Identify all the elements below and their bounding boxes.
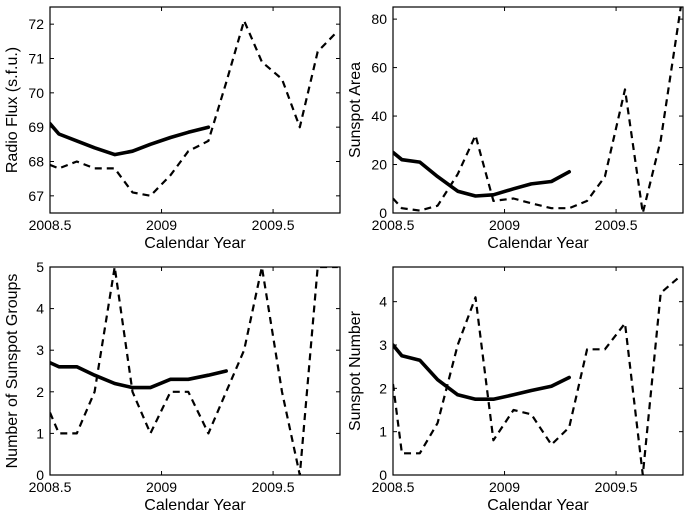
x-tick-label: 2008.5 — [372, 479, 415, 495]
y-tick-label: 70 — [28, 85, 44, 101]
y-tick-label: 0 — [379, 467, 387, 483]
x-tick-label: 2009.5 — [595, 217, 638, 233]
y-tick-label: 0 — [36, 467, 44, 483]
chart-panel-2: 2008.5 2009 2009.5 0 20 40 60 80 Calendar Year Su… — [347, 6, 684, 252]
y-tick-label: 1 — [379, 424, 387, 440]
axes-frame — [49, 6, 341, 214]
axes-frame — [392, 6, 684, 214]
x-axis-label: Calendar Year — [487, 497, 589, 514]
y-tick-label: 60 — [371, 60, 387, 76]
y-tick-label: 3 — [379, 337, 387, 353]
y-tick-label: 5 — [36, 259, 44, 275]
y-tick-label: 20 — [371, 157, 387, 173]
y-tick-label: 4 — [379, 294, 387, 310]
y-tick-label: 40 — [371, 108, 387, 124]
chart-panel-3: 2008.5 2009 2009.5 0 1 2 3 4 5 Calendar Year Numbe… — [4, 259, 341, 514]
y-axis-label: Number of Sunspot Groups — [4, 274, 21, 469]
y-tick-label: 2 — [379, 380, 387, 396]
x-axis-label: Calendar Year — [144, 235, 246, 252]
series-line-solid — [50, 360, 228, 390]
y-tick-label: 80 — [371, 11, 387, 27]
x-tick-label: 2009.5 — [252, 479, 295, 495]
series-line-dashed — [393, 274, 682, 475]
y-tick-label: 4 — [36, 301, 44, 317]
axes-frame — [49, 266, 341, 476]
x-tick-label: 2009 — [489, 479, 520, 495]
series-line-dashed — [50, 267, 338, 475]
series-line-solid — [50, 121, 211, 157]
x-tick-label: 2008.5 — [372, 217, 415, 233]
x-tick-label: 2009.5 — [595, 479, 638, 495]
y-tick-label: 71 — [28, 51, 44, 67]
y-tick-label: 3 — [36, 342, 44, 358]
x-tick-label: 2009 — [146, 217, 177, 233]
y-axis-label: Radio Flux (s.f.u.) — [4, 47, 21, 173]
x-tick-label: 2009 — [489, 217, 520, 233]
x-tick-label: 2008.5 — [29, 217, 72, 233]
y-axis-label: Sunspot Area — [347, 62, 364, 158]
chart-panel-4: 2008.5 2009 2009.5 0 1 2 3 4 Calendar Year Sunspo… — [347, 266, 684, 514]
axes-frame — [392, 266, 684, 476]
x-tick-label: 2009 — [146, 479, 177, 495]
chart-panel-1: 2008.5 2009 2009.5 67 68 69 70 71 72 Calendar Yea… — [4, 6, 341, 252]
x-tick-label: 2009.5 — [252, 217, 295, 233]
y-tick-label: 69 — [28, 119, 44, 135]
y-tick-label: 2 — [36, 384, 44, 400]
y-tick-label: 72 — [28, 16, 44, 32]
series-line-solid — [393, 150, 572, 198]
x-axis-label: Calendar Year — [144, 497, 246, 514]
x-axis-label: Calendar Year — [487, 235, 589, 252]
x-tick-label: 2008.5 — [29, 479, 72, 495]
series-line-solid — [393, 343, 572, 402]
series-line-dashed — [50, 19, 339, 197]
y-tick-label: 68 — [28, 154, 44, 170]
y-tick-label: 67 — [28, 188, 44, 204]
y-tick-label: 0 — [379, 205, 387, 221]
y-axis-label: Sunspot Number — [347, 310, 364, 431]
y-tick-label: 1 — [36, 425, 44, 441]
